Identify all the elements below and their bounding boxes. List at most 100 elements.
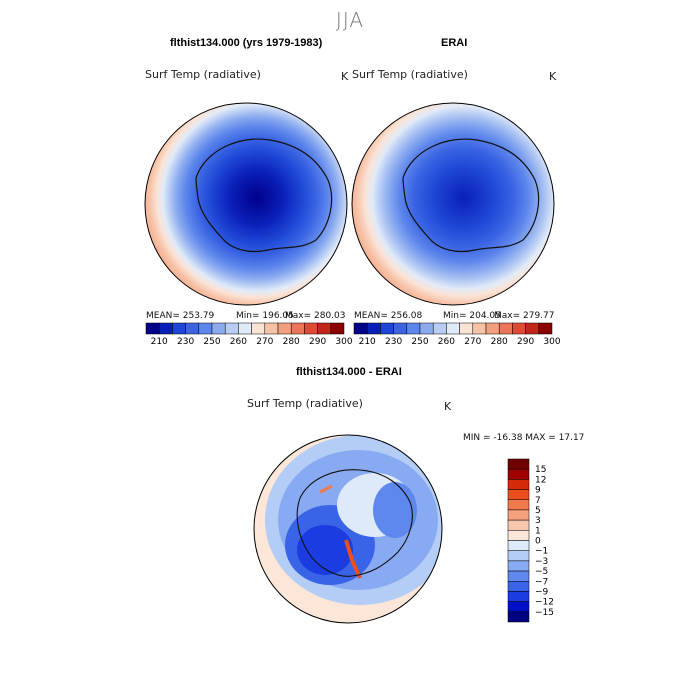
model-mean: MEAN= 253.79 [146,311,215,321]
diff-colorbar-tick-label: −15 [535,608,554,618]
colorbar-swatch [446,322,460,335]
diff-colorbar-tick-label: −9 [535,587,549,597]
colorbar-tick-label: 260 [438,337,455,347]
diff-colorbar-swatch [507,458,530,470]
model-map [144,102,348,306]
diff-colorbar-tick-label: 0 [535,537,541,547]
diff-colorbar-swatch [507,601,530,613]
diff-colorbar-tick-label: 9 [535,486,541,496]
obs-colorbar: 210 230 250 260 270 280 290 300 [353,322,561,347]
colorbar-swatch [238,322,252,335]
colorbar-swatch [366,322,381,335]
obs-min: Min= 204.05 [443,311,501,321]
model-variable-label: Surf Temp (radiative) [145,68,261,81]
colorbar-swatch [264,322,279,335]
diff-colorbar-swatch [507,591,530,602]
diff-colorbar-swatch [507,468,530,480]
diff-colorbar-tick-label: 5 [535,506,541,516]
colorbar-swatch [277,322,292,335]
colorbar-swatch [145,322,160,335]
diff-panel-title: flthist134.000 - ERAI [296,366,402,378]
obs-mean: MEAN= 256.08 [354,311,423,321]
diff-colorbar-tick-label: −5 [535,567,548,577]
diff-colorbar-swatch [507,581,530,592]
model-max: Max= 280.03 [285,311,346,321]
colorbar-swatch [304,322,318,335]
diff-colorbar-tick-label: 7 [535,496,541,506]
colorbar-swatch [525,322,540,335]
colorbar-tick-label: 300 [335,337,352,347]
obs-variable-label: Surf Temp (radiative) [352,68,468,81]
model-antarctica-coastline [195,138,333,253]
colorbar-swatch [459,322,474,335]
diff-colorbar-tick-label: 12 [535,475,546,485]
diff-colorbar-swatch [507,570,530,582]
colorbar-tick-label: 290 [309,337,326,347]
diff-colorbar-tick-label: 1 [535,526,541,536]
colorbar-tick-label: 250 [203,337,220,347]
obs-max: Max= 279.77 [494,311,555,321]
model-units-label: K [341,70,349,83]
colorbar-swatch [512,322,526,335]
model-colorbar: 210 230 250 260 270 280 290 300 [145,322,353,347]
colorbar-swatch [406,322,421,335]
colorbar-tick-label: 210 [359,337,376,347]
colorbar-tick-label: 280 [491,337,508,347]
colorbar-swatch [498,322,513,335]
colorbar-tick-label: 230 [177,337,194,347]
diff-units-label: K [444,400,452,413]
diff-colorbar-tick-label: −12 [535,598,554,608]
obs-map [351,102,555,306]
diff-colorbar-tick-label: −7 [535,577,548,587]
diff-colorbar-tick-label: 15 [535,465,546,475]
colorbar-swatch [198,322,213,335]
colorbar-tick-label: 250 [411,337,428,347]
colorbar-tick-label: 300 [543,337,560,347]
diff-colorbar-swatch [507,560,530,572]
season-title: JJA [335,8,365,32]
colorbar-swatch [419,322,434,335]
colorbar-swatch [224,322,239,335]
colorbar-swatch [393,322,408,335]
colorbar-swatch [211,322,226,335]
colorbar-tick-label: 270 [464,337,481,347]
colorbar-tick-label: 270 [256,337,273,347]
colorbar-swatch [432,322,447,335]
diff-colorbar-swatch [507,540,530,551]
colorbar-swatch [290,322,305,335]
diff-colorbar-tick-label: −3 [535,557,548,567]
diff-colorbar-swatch [507,530,530,541]
diff-colorbar-swatch [507,519,530,531]
obs-antarctica-coastline [402,138,540,253]
colorbar-swatch [538,322,553,335]
colorbar-swatch [330,322,345,335]
colorbar-swatch [485,322,500,335]
colorbar-swatch [172,322,186,335]
diff-colorbar-swatch [507,611,530,623]
colorbar-swatch [251,322,266,335]
diff-antarctica-coastline [296,469,413,577]
obs-units-label: K [549,70,557,83]
diff-colorbar-swatch [507,489,530,500]
diff-colorbar-tick-label: 3 [535,516,541,526]
diff-variable-label: Surf Temp (radiative) [247,397,363,410]
colorbar-tick-label: 210 [151,337,168,347]
colorbar-swatch [317,322,332,335]
colorbar-tick-label: 230 [385,337,402,347]
diff-colorbar-swatch [507,499,530,511]
diff-colorbar-tick-label: −1 [535,547,548,557]
colorbar-tick-label: 280 [283,337,300,347]
colorbar-swatch [353,322,368,335]
colorbar-swatch [380,322,394,335]
obs-panel-title: ERAI [441,37,468,49]
colorbar-swatch [185,322,200,335]
colorbar-tick-label: 260 [230,337,247,347]
colorbar-swatch [158,322,173,335]
colorbar-swatch [472,322,487,335]
diff-colorbar-swatch [507,550,530,562]
colorbar-tick-label: 290 [517,337,534,347]
model-min: Min= 196.05 [236,311,294,321]
diff-minmax: MIN = -16.38 MAX = 17.17 [463,433,585,443]
